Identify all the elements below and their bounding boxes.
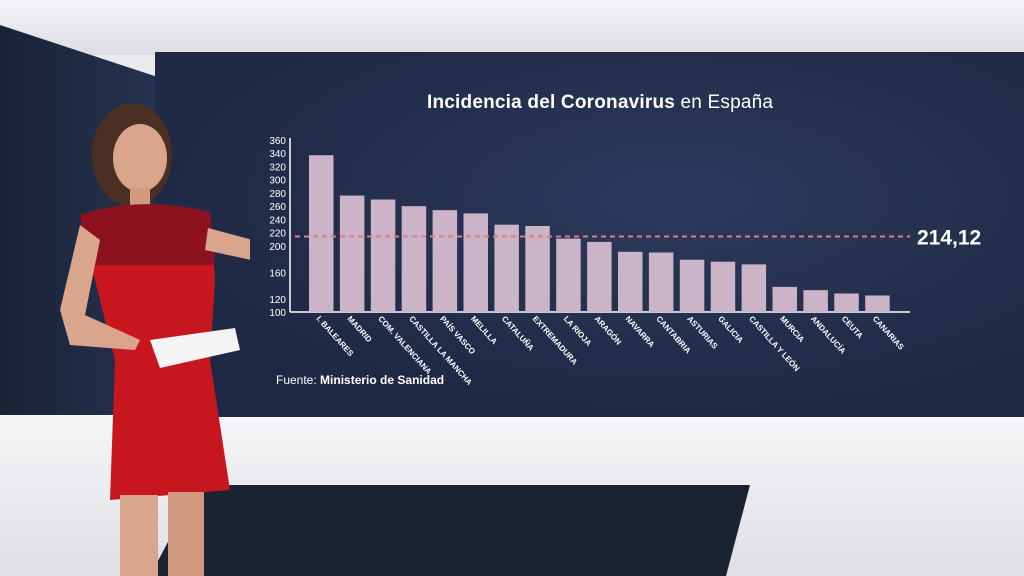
y-tick-label: 280 [269, 189, 286, 200]
bar [339, 195, 365, 312]
presenter-leg-left [120, 495, 158, 576]
source-label: Fuente: [276, 373, 317, 387]
bar [432, 210, 458, 312]
presenter-figure [60, 103, 250, 576]
y-tick-label: 220 [269, 229, 286, 240]
bar [463, 213, 488, 312]
studio-floor-platform [150, 485, 750, 576]
bar [679, 259, 705, 312]
x-tick-label: ARAGÓN [593, 314, 624, 347]
presenter-left-arm [60, 225, 140, 350]
presenter-papers [150, 328, 240, 368]
presenter-dress-top [80, 204, 215, 265]
y-tick-label: 340 [269, 149, 286, 160]
x-tick-label: CATALUÑA [500, 314, 536, 352]
x-tick-label: NAVARRA [624, 314, 657, 349]
x-tick-label: CASTILLA LA MANCHA [407, 314, 474, 387]
source-name: Ministerio de Sanidad [320, 373, 445, 387]
reference-line-group: 214,12 [295, 227, 981, 250]
x-tick-label: CANARIAS [871, 314, 906, 352]
studio-ceiling [0, 0, 1024, 55]
bar [494, 224, 519, 312]
bar [309, 155, 334, 312]
bar [741, 264, 767, 312]
x-tick-label: GALICIA [716, 314, 745, 345]
x-tick-label: MELILLA [469, 314, 499, 346]
y-tick-label: 300 [269, 176, 286, 187]
bar [834, 293, 859, 312]
presenter-neck [130, 188, 150, 208]
bar [525, 226, 550, 312]
presenter-face [113, 124, 167, 192]
y-tick-label: 240 [269, 215, 286, 226]
y-tick-label: 260 [269, 202, 286, 213]
y-tick-label: 200 [269, 242, 286, 253]
bar [587, 241, 612, 312]
x-tick-label: COM. VALENCIANA [376, 314, 433, 376]
y-tick-label: 120 [269, 295, 286, 306]
chart-title: Incidencia del Coronavirus en España [427, 92, 927, 114]
bar [710, 261, 736, 312]
video-wall-screen: Incidencia del Coronavirus en España Fue… [155, 52, 1024, 417]
bar [370, 199, 396, 312]
bar [772, 286, 797, 312]
bar [648, 252, 674, 312]
y-tick-label: 160 [269, 268, 286, 279]
y-tick-label: 320 [269, 162, 286, 173]
bar [803, 290, 828, 312]
presenter-leg-right [168, 492, 204, 576]
x-tick-label: MURCIA [778, 314, 806, 344]
bar-chart: 100 120 160 200 220 240 260 280 300 320 340 360 I. … [269, 136, 981, 387]
bar [556, 238, 581, 312]
x-tick-label: CEUTA [840, 314, 865, 340]
chart-title-bold: Incidencia del Coronavirus [427, 92, 676, 113]
presenter-pointing-arm [205, 228, 250, 260]
y-tick-label: 360 [269, 136, 286, 147]
chart-title-light: en España [680, 92, 774, 113]
y-tick-label: 100 [269, 308, 286, 319]
chart-source: Fuente: Ministerio de Sanidad [276, 373, 444, 387]
bar [618, 251, 643, 312]
x-tick-label: LA RIOJA [562, 314, 594, 348]
reference-label: 214,12 [917, 227, 981, 250]
x-tick-label: MADRID [345, 314, 373, 344]
bar [401, 206, 427, 312]
bar [865, 295, 890, 312]
